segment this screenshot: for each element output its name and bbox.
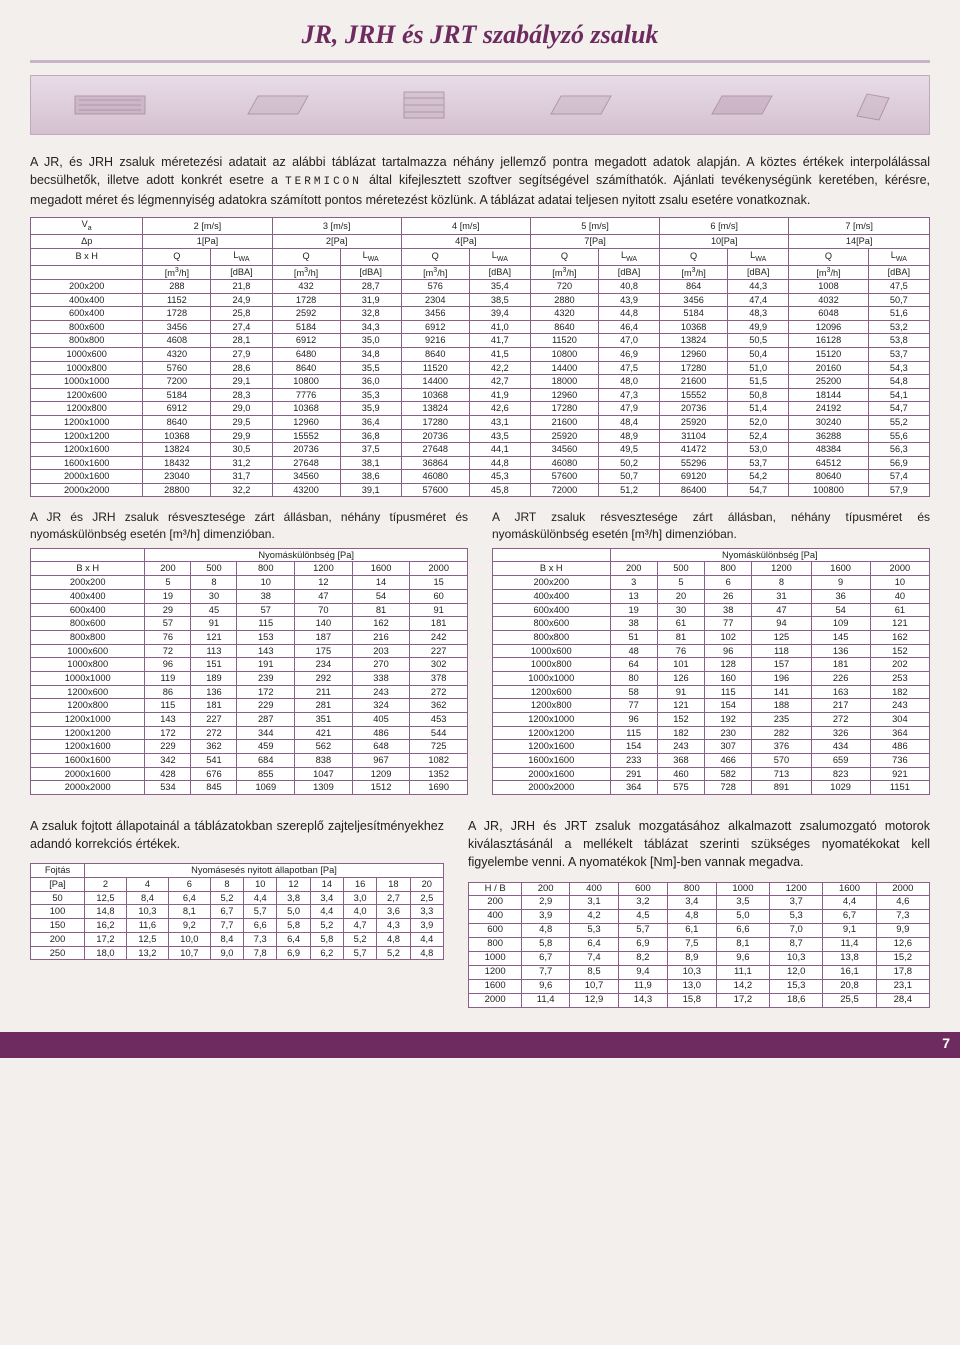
loss-table-jrt: Nyomáskülönbség [Pa]B x H200500800120016… [492,548,930,795]
damper-icon-1 [67,86,157,124]
damper-icon-2 [228,86,318,124]
sizing-table: Va2 [m/s]3 [m/s]4 [m/s]5 [m/s]6 [m/s]7 [… [30,217,930,497]
torque-caption: A JR, JRH és JRT zsaluk mozgatásához alk… [468,817,930,871]
page-title: JR, JRH és JRT szabályzó zsaluk [30,20,930,63]
intro-paragraph: A JR, és JRH zsaluk méretezési adatait a… [30,153,930,209]
product-banner [30,75,930,135]
loss-table-jr-jrh: Nyomáskülönbség [Pa]B x H200500800120016… [30,548,468,795]
damper-icon-3 [389,86,459,124]
throttle-correction-table: FojtásNyomásesés nyitott állapotban [Pa]… [30,863,444,960]
loss-right-caption: A JRT zsaluk résvesztesége zárt állásban… [492,509,930,541]
damper-icon-5 [692,86,782,124]
page-footer: 7 [0,1032,960,1058]
termicon-brand: TERMICON [285,176,362,188]
loss-left-caption: A JR és JRH zsaluk résvesztesége zárt ál… [30,509,468,541]
torque-table: H / B20040060080010001200160020002002,93… [468,882,930,1008]
page-number: 7 [942,1035,950,1051]
damper-icon-4 [531,86,621,124]
damper-icon-6 [853,86,893,124]
fojtas-caption: A zsaluk fojtott állapotainál a táblázat… [30,817,444,853]
